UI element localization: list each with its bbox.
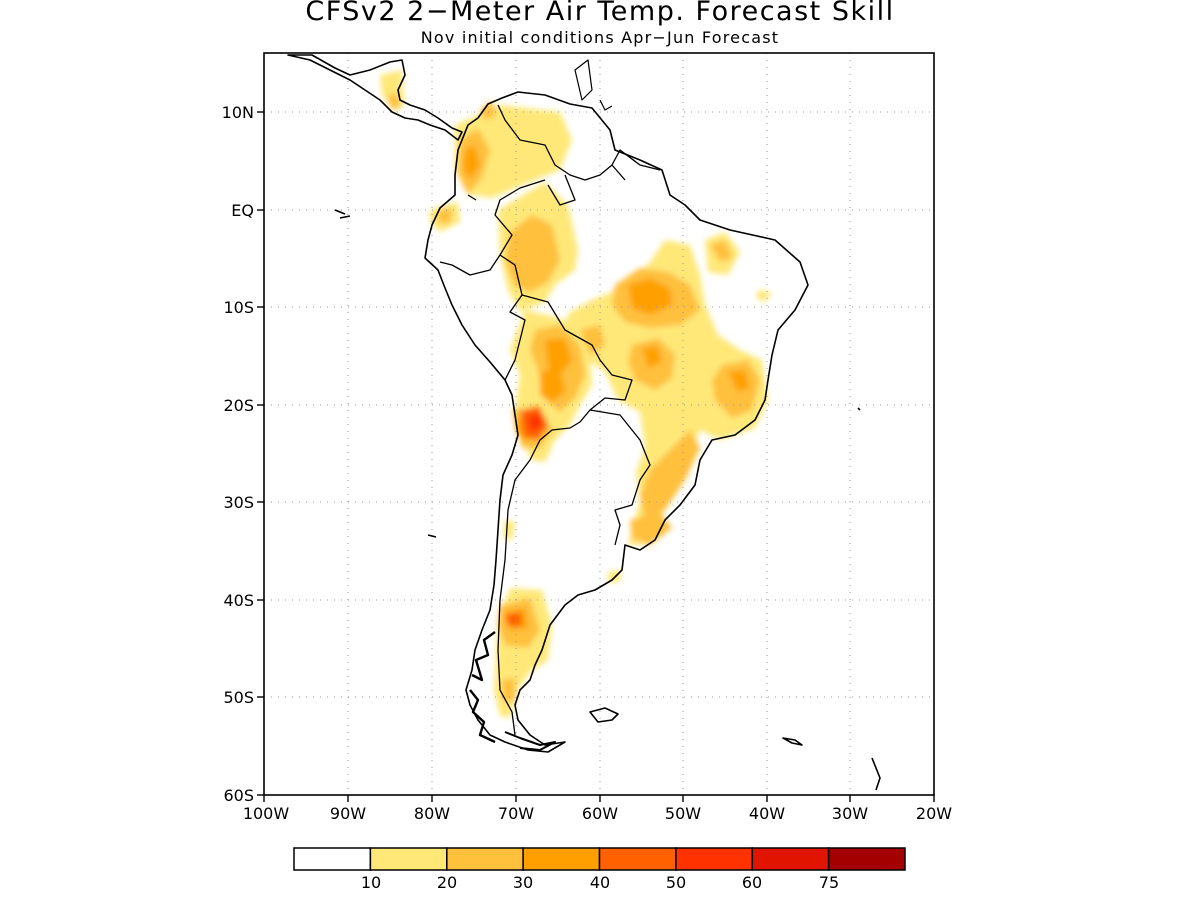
lat-label: 10N [222, 103, 254, 122]
color-bar-labels: 10 20 30 40 50 60 75 [361, 873, 839, 892]
colorbar-label: 60 [742, 873, 762, 892]
central-america-coast [287, 54, 463, 141]
lon-label: 40W [749, 804, 785, 823]
south-america-coast [424, 91, 809, 753]
fernando [857, 407, 861, 411]
lat-label: 10S [223, 298, 254, 317]
tierra-del-fuego [504, 731, 556, 751]
skill-shading [380, 70, 772, 718]
colorbar-box [598, 847, 677, 871]
colorbar-label: 75 [819, 873, 839, 892]
color-bar: 10 20 30 40 50 60 75 [293, 847, 906, 892]
latitude-labels: 10N EQ 10S 20S 30S 40S 50S 60S [222, 103, 254, 805]
lon-label: 50W [665, 804, 701, 823]
lat-label: 20S [223, 396, 254, 415]
colorbar-box [675, 847, 754, 871]
longitude-labels: 100W 90W 80W 70W 60W 50W 40W 30W 20W [243, 804, 952, 823]
map-frame [263, 52, 935, 796]
south-georgia [782, 737, 803, 746]
colorbar-box [522, 847, 601, 871]
lat-label: 50S [223, 688, 254, 707]
colorbar-label: 20 [437, 873, 457, 892]
map-title: CFSv2 2−Meter Air Temp. Forecast Skill [305, 0, 895, 27]
map-subtitle: Nov initial conditions Apr−Jun Forecast [420, 28, 780, 47]
lon-label: 60W [582, 804, 618, 823]
chile-fjords [469, 631, 496, 744]
borders [439, 104, 661, 736]
lon-label: 20W [916, 804, 952, 823]
lat-label: EQ [231, 201, 254, 220]
colorbar-label: 10 [361, 873, 381, 892]
colorbar-box [446, 847, 524, 871]
lon-label: 70W [498, 804, 534, 823]
lat-label: 40S [223, 591, 254, 610]
colorbar-label: 40 [590, 873, 610, 892]
lat-label: 30S [223, 493, 254, 512]
galapagos [334, 209, 351, 219]
colorbar-label: 50 [666, 873, 686, 892]
lon-label: 100W [243, 804, 290, 823]
juan-fernandez [427, 534, 437, 538]
colorbar-box [827, 847, 906, 871]
colorbar-label: 30 [513, 873, 533, 892]
lake-and-rivers [467, 59, 613, 201]
colorbar-box [751, 847, 830, 871]
lon-label: 80W [414, 804, 450, 823]
sandwich-islands [871, 757, 881, 791]
lat-label: 60S [223, 786, 254, 805]
lon-label: 30W [832, 804, 868, 823]
colorbar-box [369, 847, 448, 871]
falklands [589, 707, 619, 723]
tick-marks [257, 111, 935, 802]
colorbar-box [293, 847, 372, 871]
coastlines [287, 54, 881, 791]
lon-label: 90W [330, 804, 366, 823]
graticule [264, 53, 934, 795]
